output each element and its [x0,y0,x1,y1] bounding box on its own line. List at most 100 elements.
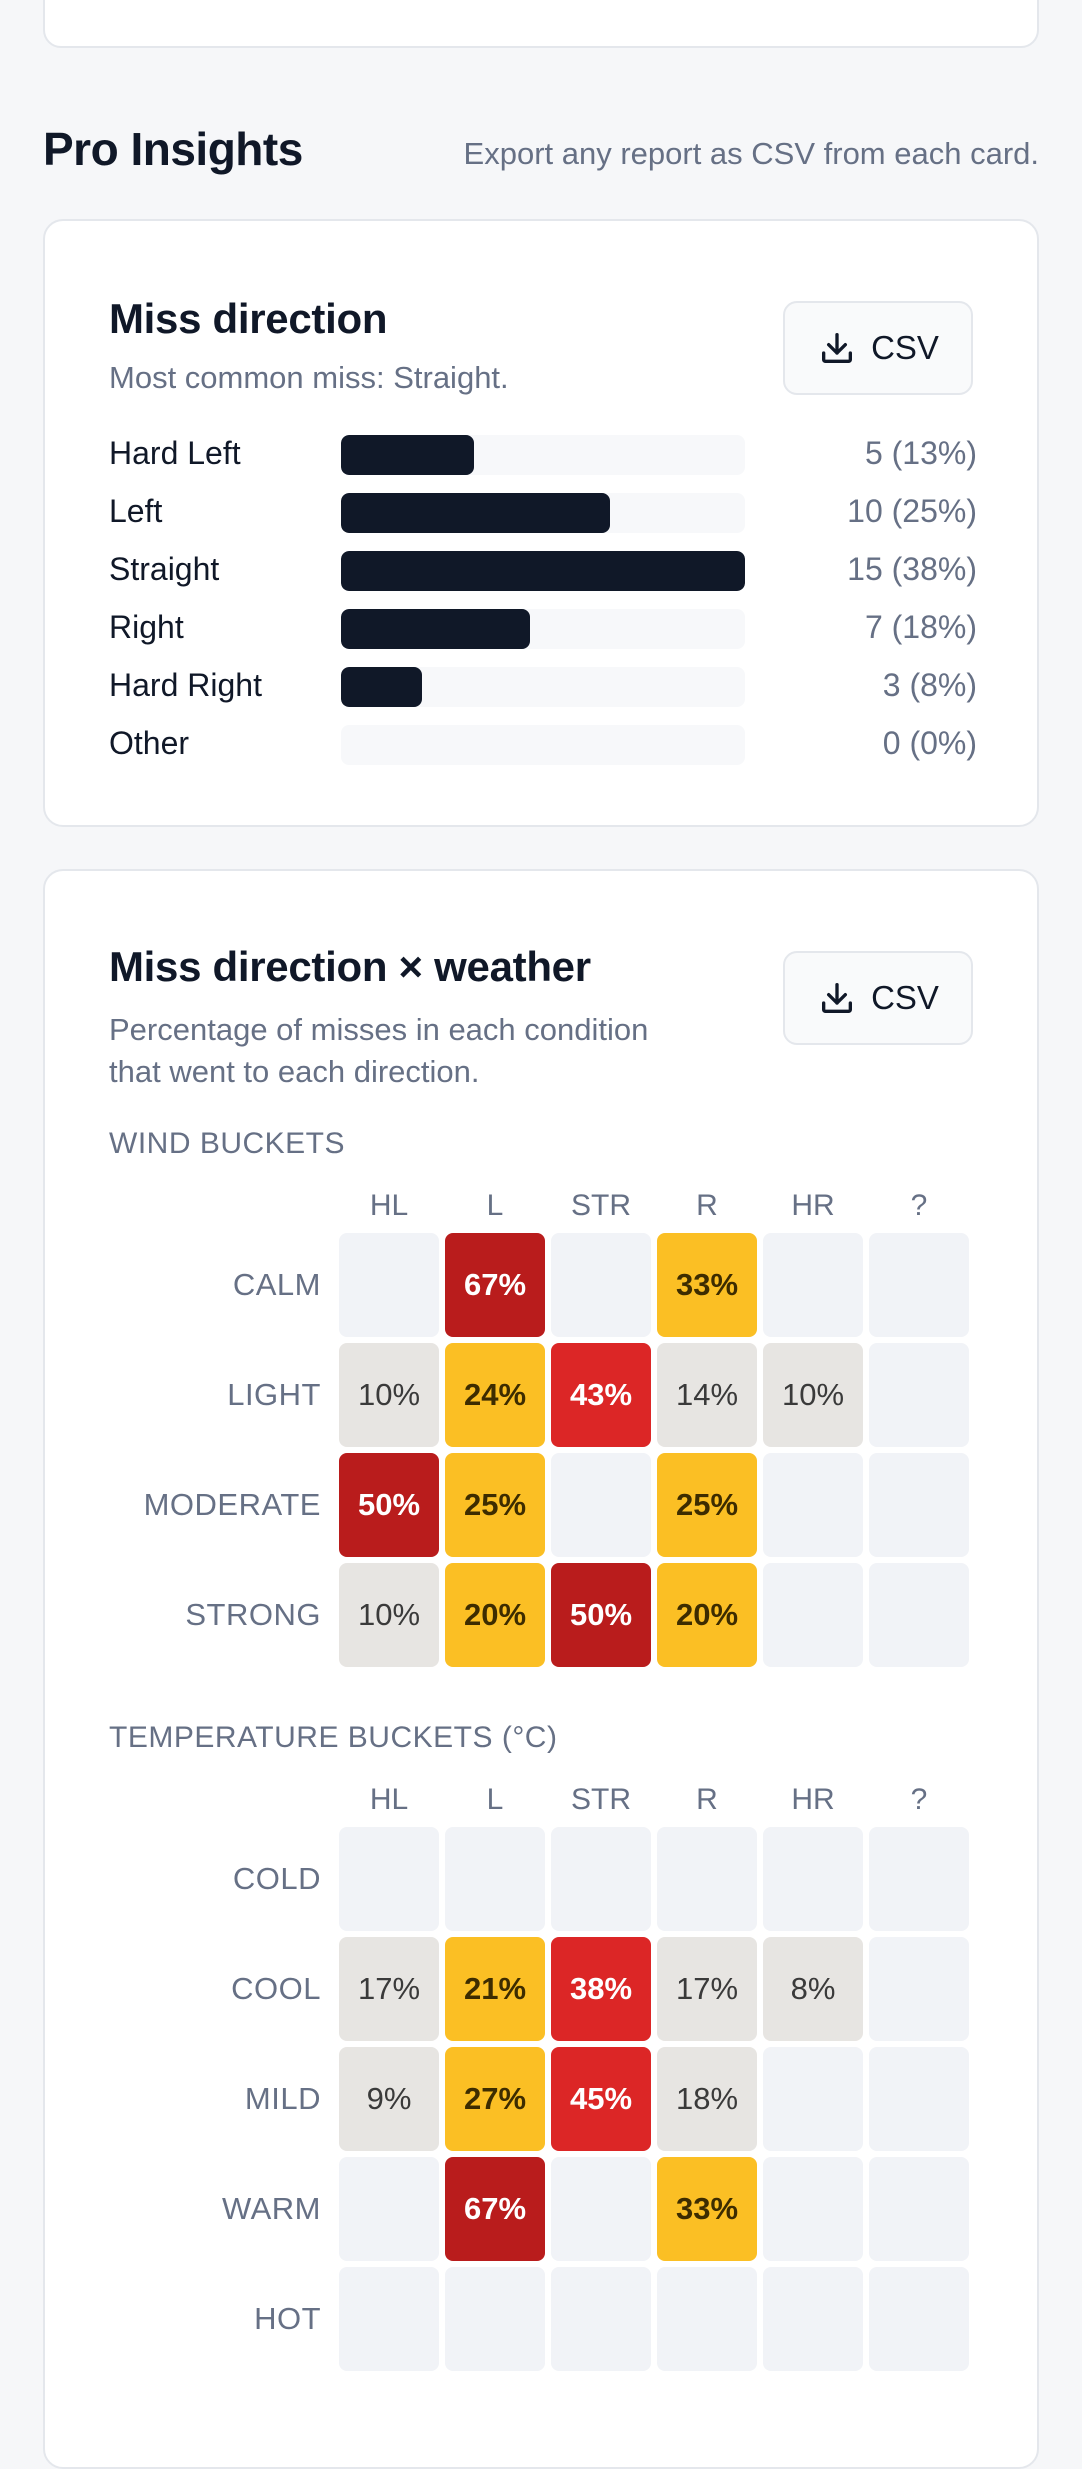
heat-cell [339,1233,439,1337]
heat-row-label: HOT [254,2301,321,2336]
miss-row-label: Hard Left [109,435,241,471]
heat-column-header: ? [910,1783,928,1816]
download-icon [822,983,853,1013]
heat-cell: 8% [763,1937,863,2041]
heat-cell [551,2267,651,2371]
miss-row-value: 3 (8%) [882,667,977,703]
heat-cell [869,1233,969,1337]
heat-cell [869,1343,969,1447]
miss-row: Straight 15 (38%) [109,547,977,593]
miss-weather-card: Miss direction × weather Percentage of m… [43,869,1039,2469]
heat-column-header: HR [791,1783,835,1816]
miss-row-value: 15 (38%) [847,551,977,587]
heat-cell: 67% [445,1233,545,1337]
previous-card [43,0,1039,48]
miss-bar-fill [341,551,745,591]
heat-cell [763,1233,863,1337]
heat-row-label: WARM [222,2191,321,2226]
heat-cell: 10% [763,1343,863,1447]
temperature-caption: TEMPERATURE BUCKETS (°C) [109,1721,558,1754]
heat-column-header: STR [571,1189,631,1222]
miss-row-value: 5 (13%) [864,435,977,471]
section-note: Export any report as CSV from each card. [463,136,1039,171]
card-title: Miss direction × weather [109,943,591,990]
miss-row: Hard Left 5 (13%) [109,431,977,477]
miss-bar-track [341,725,745,765]
heat-cell [339,2267,439,2371]
heat-cell: 24% [445,1343,545,1447]
miss-bar-fill [341,493,610,533]
csv-export-button[interactable]: CSV [783,951,973,1045]
heat-cell [551,2157,651,2261]
heat-cell [657,1827,757,1931]
miss-row-label: Hard Right [109,667,262,703]
heat-cell [869,2267,969,2371]
heat-row-label: LIGHT [227,1377,321,1412]
miss-bar-track [341,609,745,649]
section-title: Pro Insights [43,123,303,175]
heat-cell: 14% [657,1343,757,1447]
miss-row-value: 0 (0%) [882,725,977,761]
miss-bar-track [341,493,745,533]
heat-cell: 45% [551,2047,651,2151]
heat-cell [763,1563,863,1667]
heat-cell [445,1827,545,1931]
csv-label: CSV [871,979,939,1016]
miss-row-value: 10 (25%) [847,493,977,529]
csv-export-button[interactable]: CSV [783,301,973,395]
miss-row-value: 7 (18%) [864,609,977,645]
card-subtitle-line-2: that went to each direction. [109,1054,480,1089]
heat-cell [445,2267,545,2371]
heat-cell: 43% [551,1343,651,1447]
heat-cell [551,1827,651,1931]
heat-cell [551,1453,651,1557]
heat-column-header: L [486,1189,504,1222]
heat-cell: 18% [657,2047,757,2151]
heat-cell [763,1453,863,1557]
heat-cell [869,1827,969,1931]
heat-cell: 10% [339,1343,439,1447]
heat-cell: 67% [445,2157,545,2261]
heat-cell: 10% [339,1563,439,1667]
heat-cell: 9% [339,2047,439,2151]
heat-cell [763,1827,863,1931]
miss-row-label: Other [109,725,190,761]
miss-bar-fill [341,435,474,475]
heat-cell [869,1937,969,2041]
wind-caption: WIND BUCKETS [109,1127,346,1160]
heat-row-label: STRONG [185,1597,321,1632]
heat-column-header: R [696,1783,718,1816]
heat-row-label: MODERATE [143,1487,321,1522]
heat-cell: 20% [657,1563,757,1667]
csv-label: CSV [871,329,939,366]
miss-direction-card: Miss direction Most common miss: Straigh… [43,219,1039,827]
heat-cell: 27% [445,2047,545,2151]
miss-bar-track [341,551,745,591]
heat-cell: 21% [445,1937,545,2041]
card-title: Miss direction [109,295,388,342]
section-header: Pro Insights Export any report as CSV fr… [43,118,1039,178]
heat-row-label: COLD [232,1861,321,1896]
heat-column-header: HL [369,1189,409,1222]
heat-cell [869,1453,969,1557]
heat-cell: 33% [657,1233,757,1337]
heat-cell: 50% [339,1453,439,1557]
heat-cell: 38% [551,1937,651,2041]
heat-cell [551,1233,651,1337]
heat-row-label: COOL [231,1971,321,2006]
miss-bar-fill [341,667,422,707]
miss-row: Left 10 (25%) [109,489,977,535]
heat-cell: 25% [445,1453,545,1557]
miss-bar-track [341,435,745,475]
heat-column-header: STR [571,1783,631,1816]
heat-row-label: CALM [232,1267,321,1302]
heat-column-header: HR [791,1189,835,1222]
heat-cell: 17% [339,1937,439,2041]
miss-row-label: Right [109,609,184,645]
heat-column-header: L [486,1783,504,1816]
heat-column-header: ? [910,1189,928,1222]
heat-cell [763,2157,863,2261]
heat-cell [657,2267,757,2371]
heat-cell [869,2047,969,2151]
miss-row: Other 0 (0%) [109,721,977,767]
